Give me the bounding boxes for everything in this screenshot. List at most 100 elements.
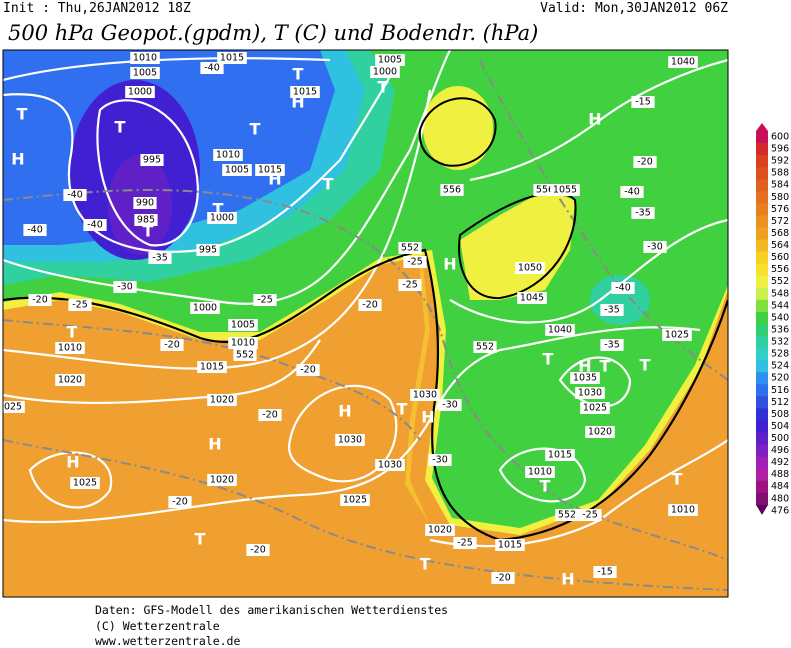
colorbar-label: 596 [771, 144, 789, 155]
colorbar-swatch [756, 167, 768, 180]
contour-label: 1010 [671, 505, 695, 516]
colorbar-label: 524 [771, 361, 789, 372]
colorbar-swatch [756, 372, 768, 385]
label-box [545, 324, 575, 336]
pressure-center: T [195, 530, 206, 549]
label-box [525, 466, 555, 478]
contour-label: -40 [624, 187, 640, 198]
contour-label: -15 [597, 567, 613, 578]
label-box [517, 292, 547, 304]
label-box [611, 282, 635, 294]
label-box [290, 86, 320, 98]
contour-label: 1040 [671, 57, 695, 68]
colorbar-label: 540 [771, 312, 789, 323]
colorbar-swatch [756, 432, 768, 446]
colorbar-swatch [756, 251, 768, 265]
contour-label: -40 [615, 283, 631, 294]
colorbar-label: 576 [771, 204, 789, 215]
contour-label: 1010 [528, 467, 552, 478]
contour-label: 1005 [225, 165, 249, 176]
label-box [296, 364, 320, 376]
contour-label: -30 [647, 242, 663, 253]
label-box [370, 66, 400, 78]
label-box [438, 399, 462, 411]
pressure-center: T [250, 120, 261, 139]
colorbar-swatch [756, 179, 768, 192]
contour-label: 552 [476, 342, 494, 353]
contour-label: -20 [637, 157, 653, 168]
contour-label: 1055 [553, 185, 577, 196]
colorbar-label: 476 [771, 505, 789, 516]
colorbar-label: 564 [771, 240, 789, 251]
contour-label: 1030 [378, 460, 402, 471]
colorbar-label: 500 [771, 433, 789, 444]
colorbar-label: 532 [771, 337, 789, 348]
contour-label: 1005 [133, 68, 157, 79]
contour-label: 552 [401, 243, 419, 254]
pressure-center: H [561, 570, 574, 589]
pressure-center: T [397, 400, 408, 419]
contour-label: 1025 [665, 330, 689, 341]
pressure-center: H [66, 453, 79, 472]
contour-label: 1020 [210, 395, 234, 406]
contour-label: 552 [558, 510, 576, 521]
label-box [631, 207, 655, 219]
contour-label: 1015 [498, 540, 522, 551]
label-box [358, 299, 382, 311]
colorbar-swatch [756, 131, 768, 144]
label-box [3, 401, 25, 413]
contour-label: 1030 [338, 435, 362, 446]
colorbar-swatch [756, 191, 768, 204]
colorbar-label: 552 [771, 276, 789, 287]
colorbar-swatch [756, 420, 768, 433]
label-box [410, 389, 440, 401]
colorbar-swatch [756, 239, 768, 253]
colorbar-label: 572 [771, 216, 789, 227]
contour-label: -20 [164, 340, 180, 351]
colorbar-label: 488 [771, 469, 789, 480]
contour-label: -40 [87, 220, 103, 231]
pressure-center: H [338, 402, 351, 421]
contour-label: 1040 [548, 325, 572, 336]
label-box [398, 242, 422, 254]
init-time: Init : Thu,26JAN2012 18Z [3, 1, 191, 16]
contour-label: -25 [257, 295, 273, 306]
pressure-center: H [11, 150, 24, 169]
colorbar-label: 520 [771, 373, 789, 384]
label-box [217, 52, 247, 64]
label-box [575, 387, 605, 399]
contour-label: -40 [27, 225, 43, 236]
contour-label: -25 [407, 257, 423, 268]
label-box [197, 361, 227, 373]
colorbar: 6005965925885845805765725685645605565525… [756, 123, 789, 516]
colorbar-swatch [756, 492, 768, 506]
label-box [428, 454, 452, 466]
label-box [196, 244, 220, 256]
pressure-center: T [213, 200, 224, 219]
contour-label: 1020 [588, 427, 612, 438]
label-box [55, 374, 85, 386]
colorbar-label: 544 [771, 300, 789, 311]
colorbar-swatch [756, 227, 768, 241]
contour-label: -35 [604, 340, 620, 351]
label-box [70, 477, 100, 489]
contour-label: 1000 [193, 303, 217, 314]
label-box [668, 504, 698, 516]
label-box [168, 496, 192, 508]
label-box [555, 509, 579, 521]
contour-label: -25 [582, 510, 598, 521]
label-box [83, 219, 107, 231]
contour-label: 1035 [573, 373, 597, 384]
colorbar-swatch [756, 444, 768, 458]
contour-label: 1020 [210, 475, 234, 486]
contour-label: -25 [72, 300, 88, 311]
contour-label: 1010 [133, 53, 157, 64]
colorbar-swatch [756, 456, 768, 470]
contour-label: 1030 [578, 388, 602, 399]
contour-label: -30 [117, 282, 133, 293]
contour-label: 1015 [258, 165, 282, 176]
label-box [662, 329, 692, 341]
colorbar-swatch [756, 311, 768, 325]
label-box [425, 524, 455, 536]
